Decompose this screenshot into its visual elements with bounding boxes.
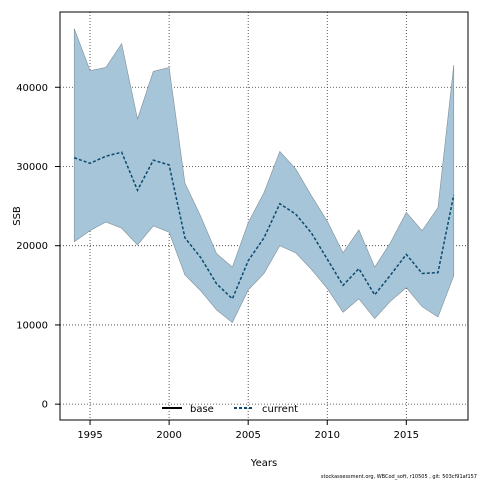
legend-label-current: current xyxy=(262,404,298,415)
y-axis: 0 10000 20000 30000 40000 xyxy=(16,83,60,411)
x-axis: 1995 2000 2005 2010 2015 xyxy=(77,420,419,441)
x-tick-label-2005: 2005 xyxy=(235,430,260,441)
legend-label-base: base xyxy=(190,404,214,415)
footnote: stockassessment.org, WBCod_soft, r10505 … xyxy=(321,474,477,480)
y-tick-label-20000: 20000 xyxy=(16,241,48,252)
y-axis-title: SSB xyxy=(12,206,23,226)
y-tick-label-10000: 10000 xyxy=(16,320,48,331)
legend: base current xyxy=(162,404,298,415)
y-tick-label-40000: 40000 xyxy=(16,83,48,94)
x-axis-title: Years xyxy=(250,458,277,469)
x-tick-label-1995: 1995 xyxy=(77,430,102,441)
band-current xyxy=(73,28,455,324)
x-tick-label-2015: 2015 xyxy=(394,430,419,441)
x-tick-label-2010: 2010 xyxy=(315,430,340,441)
confidence-bands xyxy=(73,28,455,324)
series-lines xyxy=(73,151,455,301)
series-line-current xyxy=(73,151,455,301)
plot-frame xyxy=(59,11,469,421)
y-tick-label-0: 0 xyxy=(42,400,48,411)
y-tick-label-30000: 30000 xyxy=(16,162,48,173)
x-tick-label-2000: 2000 xyxy=(156,430,181,441)
